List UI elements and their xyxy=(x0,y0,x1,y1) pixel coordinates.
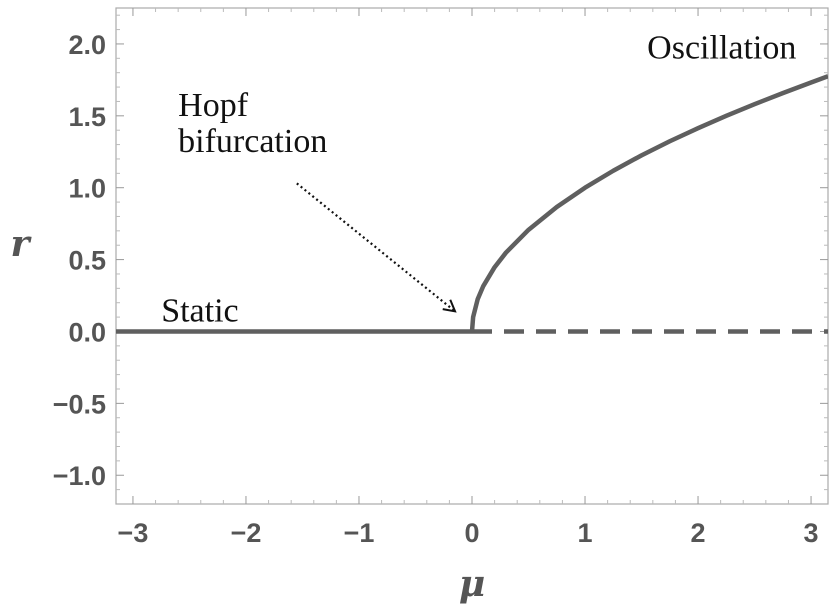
y-tick-label: 0.5 xyxy=(68,246,106,276)
series-line-2 xyxy=(469,74,828,332)
x-tick-label: 1 xyxy=(578,518,593,548)
x-tick-label: −3 xyxy=(118,518,149,548)
x-tick-label: 3 xyxy=(804,518,819,548)
x-axis-label: μ xyxy=(459,563,485,605)
y-tick-label: 1.0 xyxy=(68,174,106,204)
x-tick-label: 0 xyxy=(464,518,479,548)
x-tick-label: 2 xyxy=(691,518,706,548)
y-tick-label: −0.5 xyxy=(53,389,106,419)
series-lines xyxy=(116,74,828,334)
y-tick-label: 0.0 xyxy=(68,317,106,347)
annotation-1: Hopf xyxy=(178,87,249,124)
annotation-2: bifurcation xyxy=(178,123,327,160)
y-axis-label: r xyxy=(11,223,33,265)
ticks: −3 −2 −1 0 1 2 3 −1.0 −0.5 0.0 0.5 1.0 1.5 2.0 xyxy=(53,8,828,548)
y-tick-label: −1.0 xyxy=(53,461,106,491)
x-tick-label: −2 xyxy=(231,518,262,548)
y-tick-label: 2.0 xyxy=(68,30,106,60)
x-tick-label: −1 xyxy=(344,518,375,548)
annotation-0: Oscillation xyxy=(647,29,796,66)
y-tick-label: 1.5 xyxy=(68,102,106,132)
hopf-arrow xyxy=(296,182,455,311)
annotation-3: Static xyxy=(161,292,238,329)
plot-frame xyxy=(115,7,829,505)
